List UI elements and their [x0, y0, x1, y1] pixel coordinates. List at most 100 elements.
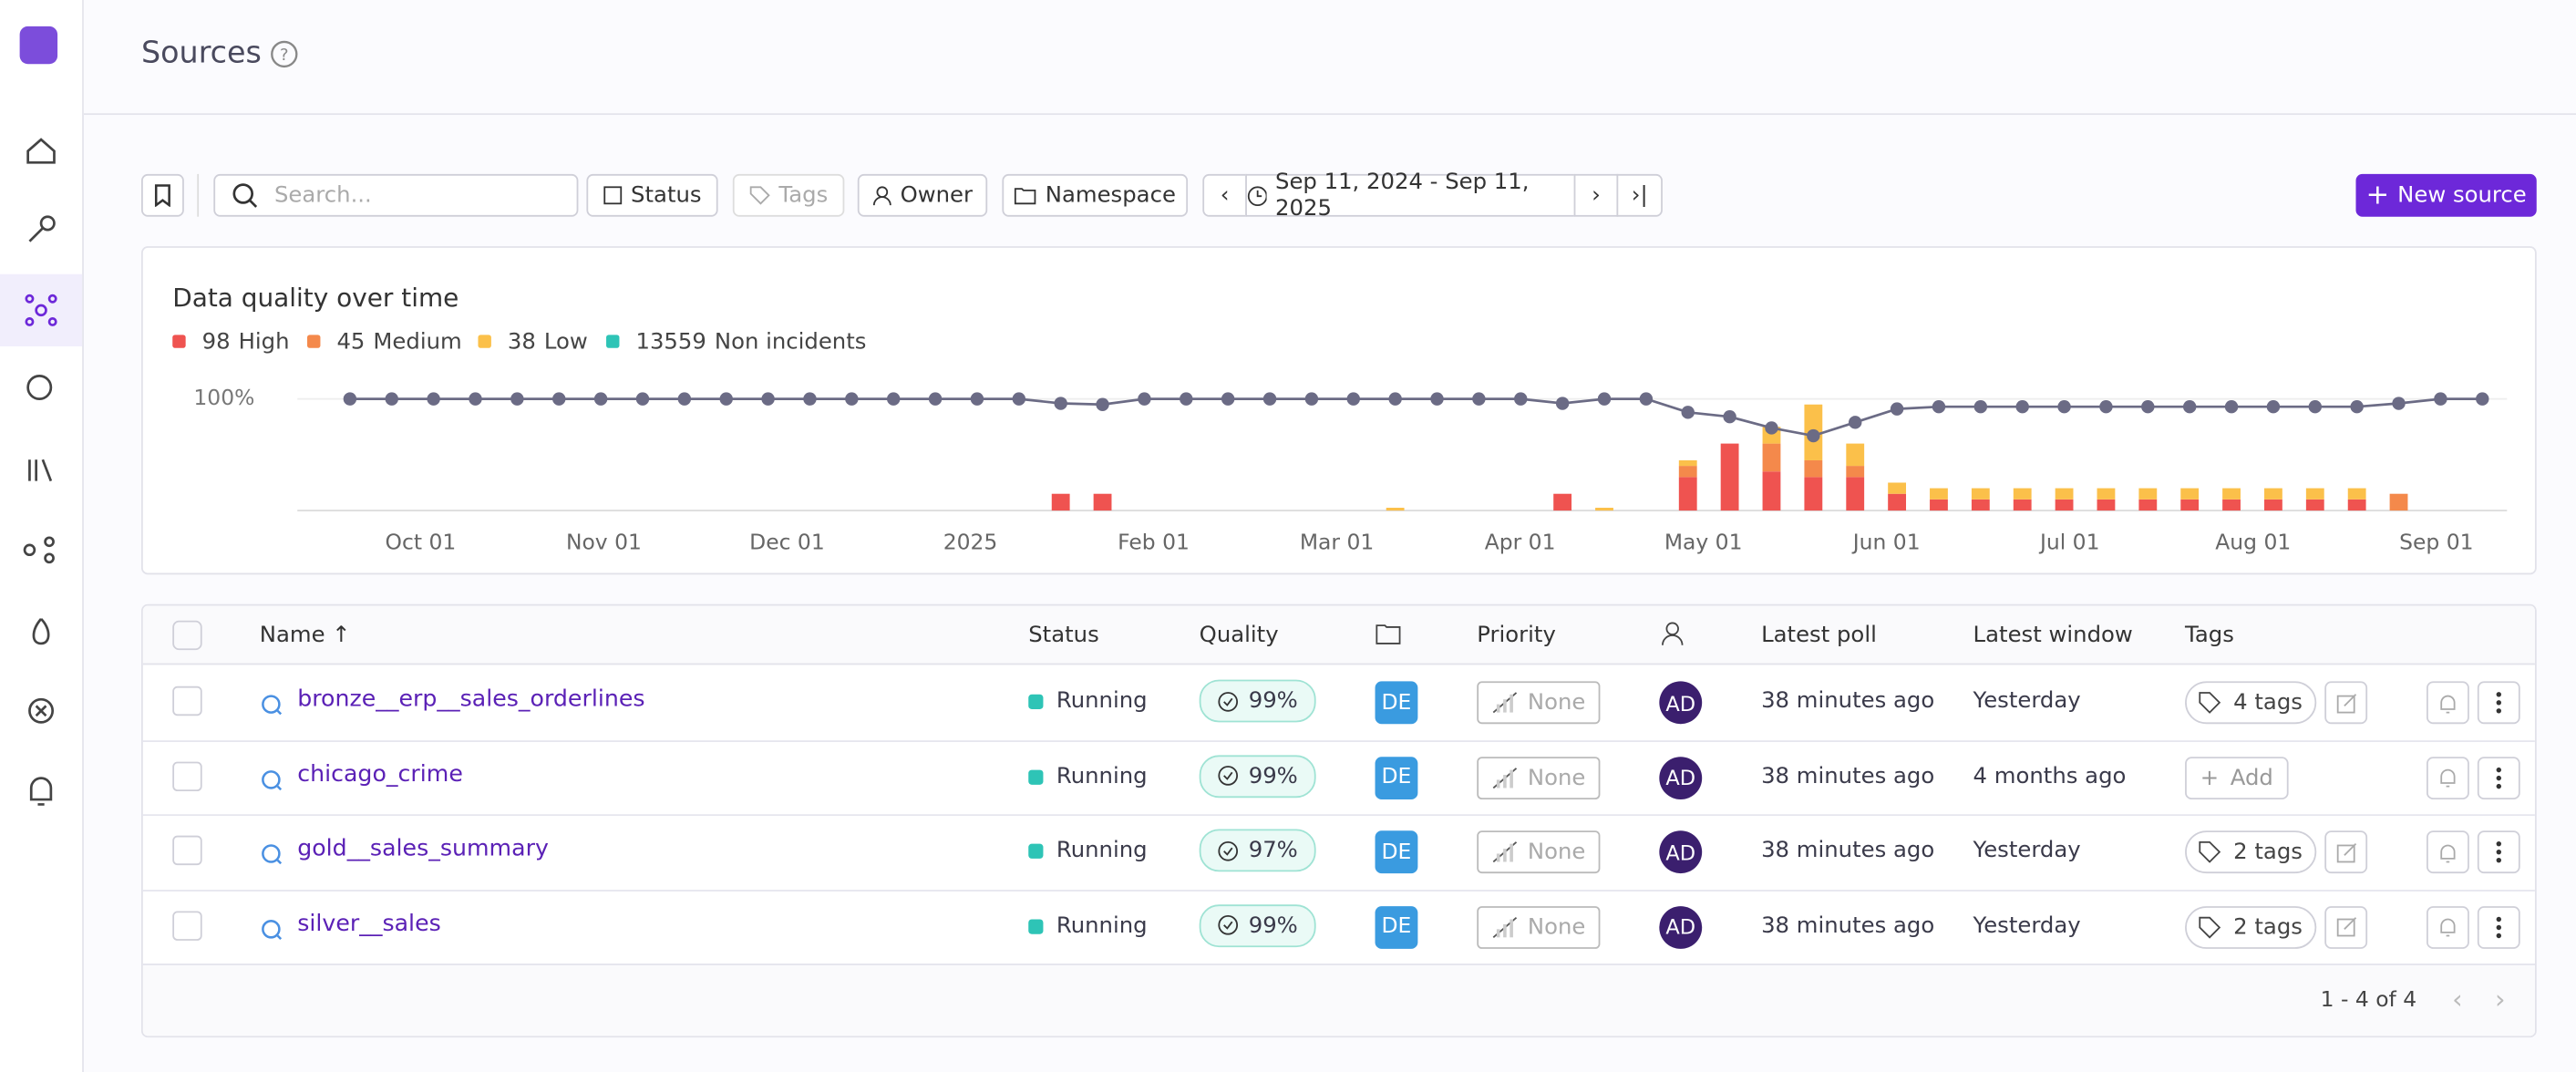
quality-point: [1096, 397, 1109, 411]
bar-segment: [1553, 493, 1572, 511]
quality-point: [635, 392, 650, 406]
x-tick-label: Apr 01: [1485, 530, 1556, 555]
priority-select[interactable]: None: [1477, 905, 1601, 949]
tags-filter[interactable]: Tags: [732, 173, 845, 217]
latest-poll: 38 minutes ago: [1761, 687, 1935, 715]
row-menu-button-svg: [2496, 840, 2502, 863]
quality-point: [1973, 399, 1988, 414]
latest-window: Yesterday: [1973, 687, 2081, 715]
quality-text: 99%: [1248, 687, 1298, 715]
filter-label: Owner: [900, 181, 974, 209]
nav-sources[interactable]: [25, 294, 57, 326]
namespace-filter[interactable]: Namespace: [1002, 173, 1189, 217]
notify-button[interactable]: [2426, 830, 2469, 874]
source-name[interactable]: gold__sales_summary: [297, 835, 549, 862]
quality-point: [1346, 392, 1360, 406]
priority-select[interactable]: None: [1477, 830, 1601, 874]
tags-button[interactable]: 2 tags: [2185, 905, 2317, 949]
row-checkbox[interactable]: [172, 910, 202, 941]
nav-notifications[interactable]: [29, 777, 53, 806]
quality-point: [2434, 392, 2447, 406]
quality-point: [1012, 392, 1026, 406]
nav-library[interactable]: [28, 459, 53, 482]
tags-button[interactable]: 2 tags: [2185, 830, 2317, 874]
column-header: Status: [1028, 622, 1099, 649]
edit-tags-button[interactable]: [2324, 681, 2368, 725]
logo[interactable]: [19, 26, 58, 65]
date-range[interactable]: Sep 11, 2024 - Sep 11, 2025: [1245, 169, 1576, 222]
latest-window: Yesterday: [1973, 837, 2081, 864]
notify-button[interactable]: [2426, 905, 2469, 949]
bar-segment: [2097, 488, 2116, 500]
select-all[interactable]: [172, 620, 202, 651]
tags-button[interactable]: + Add: [2185, 756, 2289, 799]
notify-button[interactable]: [2426, 681, 2469, 725]
legend-name: Non incidents: [715, 327, 867, 354]
bar-segment: [1804, 477, 1823, 511]
bar-segment: [1762, 471, 1781, 511]
status-dot: [1028, 694, 1044, 709]
column-header[interactable]: Name ↑: [259, 622, 351, 649]
status-filter[interactable]: Status: [586, 173, 718, 217]
bar-segment: [2347, 488, 2366, 500]
quality-point: [1597, 392, 1612, 406]
bar-segment: [2055, 488, 2074, 500]
prev-page[interactable]: ‹: [2452, 983, 2463, 1015]
bar-segment: [1678, 477, 1697, 511]
latest-poll: 38 minutes ago: [1761, 762, 1935, 789]
quality-point: [2141, 399, 2155, 414]
table-row: bronze__erp__sales_orderlines Running 99% D…: [142, 665, 2535, 742]
bar-segment: [1762, 443, 1781, 472]
edit-tags-button[interactable]: [2324, 830, 2368, 874]
quality-point: [2182, 399, 2197, 414]
row-checkbox[interactable]: [172, 760, 202, 791]
tags-text: 4 tags: [2233, 689, 2303, 716]
priority-select[interactable]: None: [1477, 756, 1601, 799]
row-menu-button[interactable]: [2477, 756, 2520, 799]
priority-text: None: [1527, 764, 1586, 791]
nav-lineage[interactable]: [23, 543, 36, 557]
nav-key[interactable]: [39, 215, 56, 232]
quality-point: [2266, 399, 2281, 414]
search-input[interactable]: Search...: [213, 173, 579, 217]
prev-range[interactable]: ‹: [1202, 173, 1247, 217]
nav-home[interactable]: [26, 138, 56, 164]
last-range[interactable]: ›|: [1616, 173, 1663, 217]
source-name[interactable]: chicago_crime: [297, 760, 463, 788]
source-name[interactable]: bronze__erp__sales_orderlines: [297, 685, 645, 713]
new-source-button[interactable]: + New source: [2355, 173, 2537, 217]
row-menu-button[interactable]: [2477, 681, 2520, 725]
next-range[interactable]: ›: [1573, 173, 1619, 217]
bar-segment: [1971, 488, 1990, 500]
page-title: Sources: [140, 36, 262, 71]
bar-segment: [1720, 443, 1739, 511]
nav-hot[interactable]: [32, 617, 50, 645]
quality-point: [1221, 392, 1235, 406]
help-icon[interactable]: ?: [270, 39, 299, 68]
edit-tags-button[interactable]: [2324, 905, 2368, 949]
bookmark-button[interactable]: [140, 173, 184, 217]
quality-point: [510, 392, 524, 406]
row-menu-button[interactable]: [2477, 905, 2520, 949]
bar-segment: [2305, 488, 2324, 500]
row-menu-button[interactable]: [2477, 830, 2520, 874]
tags-button[interactable]: 4 tags: [2185, 681, 2317, 725]
quality-icon: [1218, 766, 1239, 786]
bar-segment: [1093, 493, 1112, 511]
owner-filter[interactable]: Owner: [857, 173, 988, 217]
chart-card: Data quality over time 98 High 45 Medium 38 L…: [140, 246, 2537, 575]
status-text: Running: [1056, 837, 1148, 864]
priority-select[interactable]: None: [1477, 681, 1601, 725]
nav-incidents[interactable]: [28, 697, 55, 724]
bar-segment: [1930, 499, 1948, 511]
quality-point: [1890, 402, 1904, 416]
next-page[interactable]: ›: [2494, 983, 2506, 1015]
notify-button[interactable]: [2426, 756, 2469, 799]
row-checkbox[interactable]: [172, 835, 202, 866]
row-checkbox[interactable]: [172, 685, 202, 716]
source-name[interactable]: silver__sales: [297, 910, 441, 937]
quality-point: [1472, 392, 1486, 406]
nav-monitor[interactable]: [26, 375, 53, 400]
quality-pill: 97%: [1199, 829, 1316, 872]
quality-point: [1807, 428, 1820, 443]
